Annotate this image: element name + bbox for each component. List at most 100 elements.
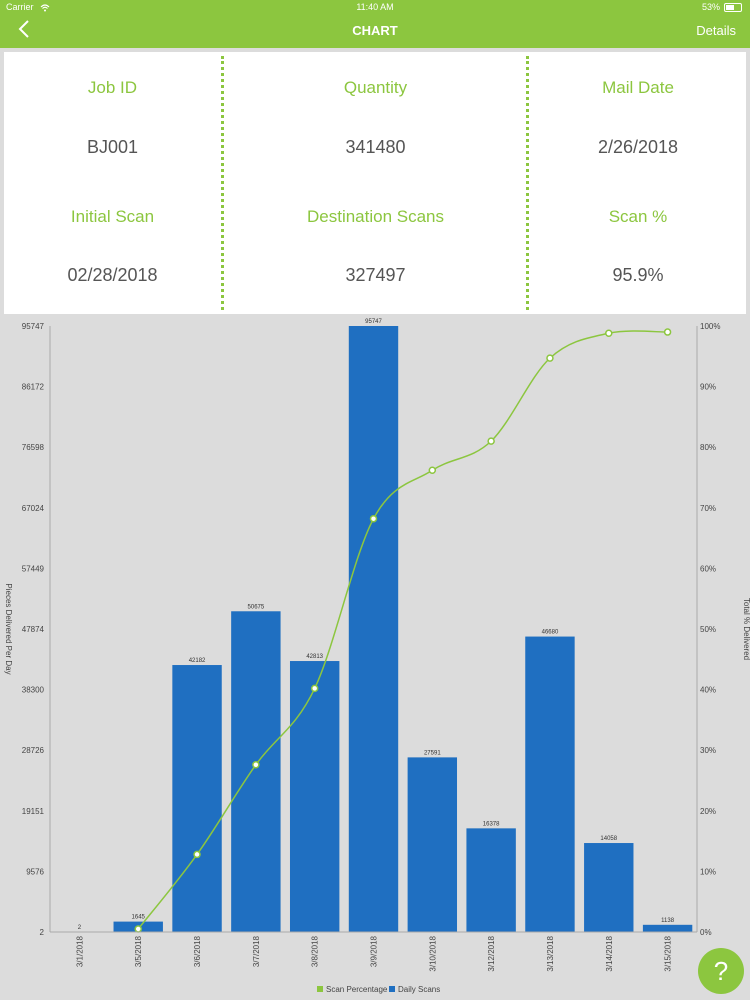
help-button[interactable]: ? bbox=[698, 948, 744, 994]
y2-tick-label: 70% bbox=[700, 504, 716, 513]
scan-percent-label: Scan % bbox=[608, 207, 668, 226]
y-axis-label: Pieces Delivered Per Day bbox=[4, 583, 13, 674]
x-tick-label: 3/14/2018 bbox=[605, 935, 614, 971]
y2-tick-label: 10% bbox=[700, 867, 716, 876]
bar-daily-scans bbox=[525, 636, 575, 932]
details-button[interactable]: Details bbox=[696, 23, 736, 38]
scan-percentage-point bbox=[487, 437, 495, 445]
bar-daily-scans bbox=[466, 828, 516, 932]
bar-daily-scans bbox=[407, 757, 458, 932]
battery-icon bbox=[724, 3, 742, 13]
status-carrier: Carrier bbox=[6, 2, 50, 12]
initial-scan-label: Initial Scan bbox=[70, 207, 155, 226]
bar-value-label: 16378 bbox=[483, 821, 500, 827]
page-title: CHART bbox=[352, 23, 398, 38]
y-tick-label: 67024 bbox=[22, 504, 45, 513]
y2-tick-label: 40% bbox=[700, 686, 716, 695]
bar-daily-scans bbox=[584, 843, 634, 932]
bar-value-label: 14058 bbox=[600, 836, 617, 842]
quantity-label: Quantity bbox=[343, 78, 408, 97]
bar-value-label: 95747 bbox=[365, 319, 382, 325]
job-id-column: Job ID BJ001 Initial Scan 02/28/2018 bbox=[4, 52, 221, 314]
job-id-label: Job ID bbox=[87, 78, 138, 97]
destination-scans-value: 327497 bbox=[345, 265, 406, 285]
bar-value-label: 2 bbox=[78, 925, 82, 931]
x-tick-label: 3/7/2018 bbox=[252, 935, 261, 967]
bar-value-label: 27591 bbox=[424, 750, 441, 756]
x-tick-label: 3/5/2018 bbox=[134, 935, 143, 967]
x-tick-label: 3/10/2018 bbox=[428, 935, 437, 971]
x-tick-label: 3/9/2018 bbox=[370, 935, 379, 967]
quantity-value: 341480 bbox=[345, 137, 406, 157]
bar-daily-scans bbox=[289, 661, 340, 932]
y2-tick-label: 80% bbox=[700, 443, 716, 452]
scan-percent-value: 95.9% bbox=[612, 265, 664, 285]
bar-value-label: 46680 bbox=[542, 630, 559, 636]
scan-percentage-point bbox=[252, 760, 260, 769]
battery-percent: 53% bbox=[701, 2, 720, 12]
y2-tick-label: 0% bbox=[700, 928, 712, 937]
job-summary-card: Job ID BJ001 Initial Scan 02/28/2018 Qua… bbox=[4, 52, 746, 314]
initial-scan-value: 02/28/2018 bbox=[67, 265, 158, 285]
x-tick-label: 3/1/2018 bbox=[75, 935, 84, 967]
y2-tick-label: 20% bbox=[700, 807, 716, 816]
y-tick-label: 86172 bbox=[22, 383, 45, 392]
quantity-column: Quantity 341480 Destination Scans 327497 bbox=[225, 52, 526, 314]
x-tick-label: 3/13/2018 bbox=[546, 935, 555, 971]
x-tick-label: 3/12/2018 bbox=[487, 935, 496, 971]
bar-daily-scans bbox=[172, 665, 222, 932]
y-tick-label: 38300 bbox=[22, 686, 45, 695]
column-divider bbox=[221, 56, 224, 310]
y-tick-label: 19151 bbox=[22, 807, 45, 816]
bar-daily-scans bbox=[642, 924, 693, 932]
y-tick-label: 47874 bbox=[22, 625, 45, 634]
scan-percentage-point bbox=[193, 850, 201, 859]
scan-percentage-line bbox=[137, 330, 668, 930]
y2-tick-label: 50% bbox=[700, 625, 716, 634]
bar-value-label: 1138 bbox=[661, 918, 675, 924]
y-tick-label: 76598 bbox=[22, 443, 45, 452]
legend-label-daily-scans: Daily Scans bbox=[398, 985, 440, 994]
y2-tick-label: 60% bbox=[700, 564, 716, 573]
mail-date-label: Mail Date bbox=[602, 78, 674, 97]
chevron-left-icon bbox=[18, 20, 29, 38]
scan-percentage-point bbox=[428, 466, 437, 474]
x-tick-label: 3/6/2018 bbox=[193, 935, 202, 967]
mail-date-column: Mail Date 2/26/2018 Scan % 95.9% bbox=[530, 52, 746, 314]
scan-percentage-point bbox=[134, 925, 142, 933]
daily-scans-chart: 2 1645 42182 50675 42813 95747 27591 16378 46680… bbox=[4, 319, 750, 994]
y2-tick-label: 30% bbox=[700, 746, 716, 755]
scan-percentage-point bbox=[605, 329, 613, 338]
x-tick-label: 3/15/2018 bbox=[664, 935, 673, 971]
scan-percentage-point bbox=[310, 684, 319, 693]
scan-percentage-point bbox=[369, 514, 378, 523]
status-battery: 53% bbox=[701, 2, 742, 13]
y-tick-label: 9576 bbox=[26, 867, 44, 876]
y2-tick-label: 90% bbox=[700, 383, 716, 392]
bar-value-label: 42813 bbox=[306, 654, 323, 660]
carrier-text: Carrier bbox=[6, 2, 34, 12]
bar-daily-scans bbox=[231, 611, 281, 932]
legend-swatch-scan-percentage bbox=[317, 986, 323, 992]
y2-tick-label: 100% bbox=[700, 322, 720, 331]
scan-percentage-point bbox=[546, 354, 554, 362]
column-divider bbox=[526, 56, 529, 310]
back-button[interactable] bbox=[14, 18, 36, 40]
top-bar: Carrier 11:40 AM 53% CHART Details bbox=[0, 0, 750, 48]
bar-value-label: 42182 bbox=[189, 658, 206, 664]
status-time: 11:40 AM bbox=[356, 2, 394, 12]
job-id-value: BJ001 bbox=[86, 137, 139, 157]
x-tick-label: 3/8/2018 bbox=[311, 935, 320, 967]
bar-daily-scans bbox=[348, 326, 399, 932]
bar-value-label: 1645 bbox=[132, 915, 146, 921]
y-tick-label: 95747 bbox=[22, 322, 45, 331]
wifi-icon bbox=[40, 4, 50, 12]
legend-swatch-daily-scans bbox=[389, 986, 395, 992]
y-tick-label: 28726 bbox=[22, 746, 45, 755]
y2-axis-label: Total % Delivered bbox=[742, 598, 750, 660]
bar-value-label: 50675 bbox=[248, 604, 265, 610]
y-tick-label: 2 bbox=[40, 928, 45, 937]
destination-scans-label: Destination Scans bbox=[306, 207, 445, 226]
legend-label-scan-percentage: Scan Percentage bbox=[326, 985, 388, 994]
y-tick-label: 57449 bbox=[22, 564, 45, 573]
